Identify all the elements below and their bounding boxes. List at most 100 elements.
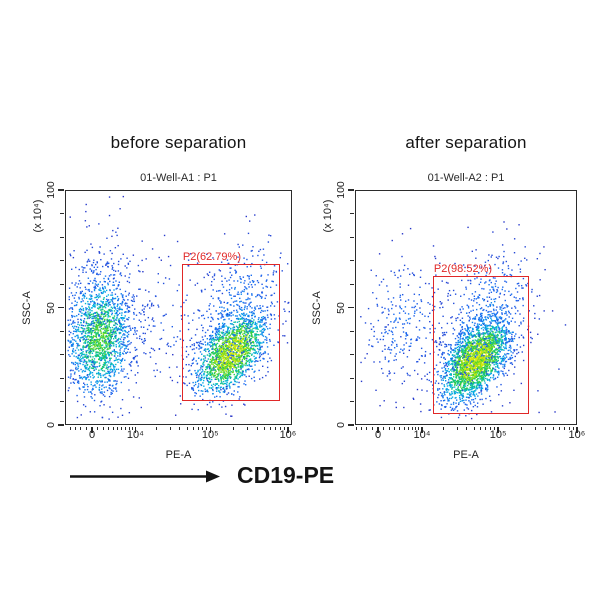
- y-minor-tick: [60, 213, 64, 214]
- x-minor-tick: [398, 426, 400, 430]
- y-minor-tick: [350, 236, 354, 238]
- plot-area: P2(62.79%): [65, 190, 292, 425]
- x-minor-tick: [466, 426, 468, 430]
- scatter-canvas: [66, 191, 290, 423]
- y-major-tick: [57, 424, 64, 426]
- y-major-tick: [57, 189, 64, 191]
- y-tick-label: 0: [45, 422, 57, 428]
- annotation-label: CD19-PE: [237, 462, 335, 488]
- x-major-tick: [576, 426, 578, 433]
- gate-P2: P2(98.52%): [432, 263, 529, 414]
- x-tick-label: 10⁴: [126, 429, 144, 441]
- x-minor-tick: [75, 426, 77, 430]
- y-axis-unit: (x 10⁴): [32, 199, 44, 233]
- x-minor-tick: [394, 426, 396, 430]
- x-minor-tick: [456, 426, 458, 430]
- y-minor-tick: [60, 260, 64, 261]
- right-arrow-icon: [70, 470, 220, 483]
- x-major-tick: [134, 426, 136, 433]
- x-minor-tick: [264, 426, 266, 430]
- x-major-tick: [209, 426, 212, 433]
- x-minor-tick: [117, 426, 119, 430]
- x-minor-tick: [97, 426, 99, 430]
- plot-title: 01-Well-A2 : P1: [427, 172, 505, 184]
- x-minor-tick: [121, 426, 123, 430]
- x-minor-tick: [85, 426, 87, 430]
- gate-P2: P2(62.79%): [181, 251, 280, 402]
- x-minor-tick: [279, 426, 281, 430]
- x-minor-tick: [107, 426, 109, 430]
- x-tick-label: 10⁴: [413, 429, 431, 441]
- x-minor-tick: [206, 426, 208, 430]
- x-minor-tick: [403, 426, 405, 430]
- x-major-tick: [421, 426, 423, 433]
- x-major-tick: [497, 426, 499, 433]
- y-axis-label: SSC-A: [21, 290, 33, 325]
- x-major-tick: [377, 426, 379, 433]
- y-tick-label: 50: [45, 301, 57, 314]
- x-tick-label: 10⁶: [279, 429, 297, 441]
- x-minor-tick: [128, 426, 130, 430]
- x-minor-tick: [256, 426, 258, 430]
- x-minor-tick: [545, 426, 547, 430]
- panel-title: before separation: [110, 133, 247, 152]
- x-minor-tick: [494, 426, 496, 430]
- x-minor-tick: [480, 426, 482, 430]
- x-minor-tick: [485, 426, 487, 430]
- x-minor-tick: [192, 426, 194, 430]
- x-minor-tick: [356, 426, 358, 430]
- x-minor-tick: [407, 426, 409, 430]
- x-minor-tick: [521, 426, 523, 430]
- gate-label: P2(62.79%): [182, 251, 241, 264]
- y-minor-tick: [60, 377, 64, 379]
- x-minor-tick: [572, 426, 574, 430]
- x-minor-tick: [552, 426, 554, 430]
- plot-area: P2(98.52%): [355, 190, 577, 425]
- x-minor-tick: [383, 426, 385, 430]
- x-tick-label: 0: [375, 429, 382, 441]
- x-minor-tick: [388, 426, 390, 430]
- scatter-canvas: [356, 191, 575, 423]
- x-minor-tick: [197, 426, 199, 430]
- y-minor-tick: [60, 236, 64, 238]
- y-tick-label: 100: [45, 181, 57, 199]
- panel-title: after separation: [405, 133, 527, 152]
- y-minor-tick: [350, 354, 354, 355]
- x-major-tick: [287, 426, 289, 433]
- x-minor-tick: [474, 426, 476, 430]
- y-major-tick: [347, 189, 354, 191]
- y-axis-label: SSC-A: [311, 290, 323, 325]
- x-minor-tick: [156, 426, 158, 430]
- gate-label: P2(98.52%): [433, 263, 493, 276]
- x-minor-tick: [361, 426, 363, 430]
- y-minor-tick: [350, 283, 354, 285]
- x-minor-tick: [568, 426, 570, 430]
- y-major-tick: [57, 306, 64, 309]
- y-minor-tick: [60, 401, 64, 402]
- y-minor-tick: [60, 330, 64, 332]
- x-tick-label: 10⁶: [568, 429, 586, 441]
- y-minor-tick: [60, 283, 64, 285]
- y-minor-tick: [350, 377, 354, 379]
- x-tick-label: 0: [88, 429, 96, 441]
- x-minor-tick: [112, 426, 114, 430]
- x-minor-tick: [131, 426, 133, 430]
- x-minor-tick: [246, 426, 248, 430]
- x-minor-tick: [186, 426, 188, 430]
- x-minor-tick: [535, 426, 537, 430]
- plot-title: 01-Well-A1 : P1: [140, 172, 217, 184]
- x-minor-tick: [490, 426, 492, 430]
- y-minor-tick: [350, 330, 354, 332]
- y-tick-label: 50: [335, 301, 347, 314]
- x-tick-label: 10⁵: [489, 429, 507, 441]
- x-axis-label: PE-A: [165, 449, 192, 461]
- y-major-tick: [347, 306, 354, 309]
- x-minor-tick: [102, 426, 104, 430]
- x-minor-tick: [411, 426, 413, 430]
- x-minor-tick: [564, 426, 566, 430]
- x-minor-tick: [283, 426, 285, 430]
- x-major-tick: [91, 426, 93, 433]
- x-minor-tick: [371, 426, 373, 430]
- y-minor-tick: [350, 213, 354, 214]
